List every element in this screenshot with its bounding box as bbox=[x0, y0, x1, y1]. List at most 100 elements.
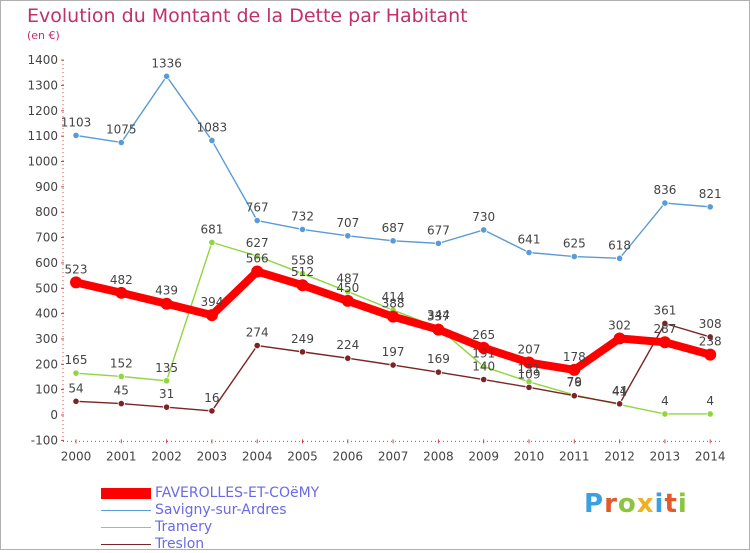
data-point bbox=[434, 239, 442, 247]
data-point bbox=[208, 407, 216, 415]
data-point bbox=[251, 265, 264, 278]
data-label: 308 bbox=[699, 317, 722, 331]
data-label: 140 bbox=[472, 360, 495, 374]
x-tick-label: 2011 bbox=[559, 449, 590, 463]
logo-letter: P bbox=[584, 489, 605, 519]
x-tick-label: 2010 bbox=[514, 449, 545, 463]
data-point bbox=[117, 399, 125, 408]
data-point bbox=[525, 248, 533, 257]
data-point bbox=[570, 252, 578, 261]
x-tick-label: 2005 bbox=[287, 449, 318, 463]
y-tick-label: 100 bbox=[35, 383, 58, 397]
data-label: 439 bbox=[155, 284, 178, 298]
data-label: 1336 bbox=[151, 56, 182, 70]
data-point bbox=[298, 225, 307, 234]
logo-letter: i bbox=[654, 489, 665, 519]
data-point bbox=[387, 310, 400, 323]
x-tick-label: 2007 bbox=[378, 449, 409, 463]
x-tick-label: 2012 bbox=[604, 449, 635, 463]
data-point bbox=[480, 375, 488, 384]
legend-label: Savigny-sur-Ardres bbox=[155, 502, 287, 518]
data-point bbox=[389, 361, 397, 369]
logo-letter: o bbox=[617, 489, 637, 519]
data-label: 4 bbox=[661, 394, 669, 408]
data-label: 625 bbox=[563, 237, 586, 251]
data-label: 687 bbox=[382, 221, 405, 235]
data-label: 388 bbox=[382, 297, 405, 311]
data-label: 265 bbox=[472, 328, 495, 342]
data-label: 1075 bbox=[106, 122, 137, 136]
data-point bbox=[70, 276, 82, 289]
data-label: 4 bbox=[706, 394, 714, 408]
proxiti-logo: Proxiti bbox=[584, 489, 688, 519]
data-label: 274 bbox=[246, 326, 269, 340]
logo-letter: r bbox=[604, 489, 618, 519]
y-tick-label: 900 bbox=[35, 180, 58, 194]
data-label: 618 bbox=[608, 238, 631, 252]
data-point bbox=[205, 309, 218, 322]
data-point bbox=[523, 356, 535, 369]
data-label: 16 bbox=[204, 391, 219, 405]
legend-label: Tramery bbox=[155, 519, 213, 535]
data-label: 337 bbox=[427, 310, 450, 324]
data-point bbox=[115, 286, 128, 299]
data-point bbox=[160, 297, 173, 310]
data-point bbox=[341, 294, 354, 307]
y-tick-label: 1400 bbox=[27, 53, 58, 67]
x-tick-label: 2009 bbox=[468, 449, 499, 463]
legend-label: Treslon bbox=[155, 536, 205, 552]
x-tick-label: 2006 bbox=[333, 449, 364, 463]
data-label: 249 bbox=[291, 332, 314, 346]
data-point bbox=[477, 341, 490, 354]
data-point bbox=[163, 403, 171, 411]
data-label: 44 bbox=[612, 384, 627, 398]
data-point bbox=[253, 216, 261, 225]
data-label: 76 bbox=[567, 376, 582, 390]
data-label: 641 bbox=[518, 233, 541, 247]
data-point bbox=[615, 254, 624, 262]
y-tick-label: 1000 bbox=[27, 155, 58, 169]
data-label: 54 bbox=[68, 381, 83, 395]
data-label: 135 bbox=[155, 361, 178, 375]
data-label: 487 bbox=[336, 272, 359, 286]
data-label: 45 bbox=[114, 384, 129, 398]
data-point bbox=[344, 354, 352, 362]
data-label: 1083 bbox=[197, 120, 228, 134]
y-tick-label: 400 bbox=[35, 307, 58, 321]
data-label: 224 bbox=[336, 338, 359, 352]
legend-label: FAVEROLLES-ET-COëMY bbox=[155, 485, 320, 501]
data-label: 131 bbox=[518, 362, 541, 376]
data-point bbox=[658, 336, 671, 349]
data-label: 238 bbox=[699, 335, 722, 349]
x-tick-label: 2003 bbox=[197, 449, 228, 463]
x-tick-label: 2004 bbox=[242, 449, 273, 463]
data-point bbox=[706, 333, 714, 341]
x-tick-label: 2014 bbox=[695, 449, 726, 463]
data-label: 523 bbox=[65, 262, 88, 276]
x-tick-label: 2000 bbox=[61, 449, 92, 463]
logo-letter: i bbox=[677, 489, 688, 519]
x-tick-label: 2001 bbox=[106, 449, 137, 463]
data-point bbox=[72, 369, 80, 377]
y-tick-label: 1100 bbox=[27, 129, 58, 143]
data-label: 707 bbox=[336, 216, 359, 230]
legend-swatch bbox=[101, 527, 151, 528]
data-label: 767 bbox=[246, 201, 269, 215]
logo-letter: t bbox=[664, 489, 678, 519]
data-label: 450 bbox=[336, 281, 359, 295]
data-label: 197 bbox=[382, 345, 405, 359]
data-label: 730 bbox=[472, 210, 495, 224]
data-label: 31 bbox=[159, 387, 174, 401]
data-label: 821 bbox=[699, 187, 722, 201]
y-tick-label: 1200 bbox=[27, 104, 58, 118]
data-label: 558 bbox=[291, 254, 314, 268]
data-label: 41 bbox=[612, 385, 627, 399]
data-point bbox=[661, 199, 669, 207]
series-layer bbox=[70, 72, 717, 418]
data-point bbox=[480, 226, 488, 234]
data-point bbox=[706, 203, 714, 211]
data-point bbox=[163, 377, 171, 385]
data-point bbox=[661, 319, 669, 328]
